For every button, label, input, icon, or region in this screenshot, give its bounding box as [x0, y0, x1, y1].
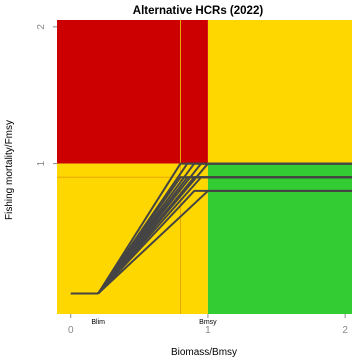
- reference-label-bmsy: Bmsy: [199, 319, 217, 326]
- y-tick-label: 1: [36, 160, 47, 166]
- x-axis-label: Biomass/Bmsy: [171, 347, 237, 358]
- y-axis-label: Fishing mortality/Fmsy: [4, 120, 15, 220]
- axis-ticks-layer: 0 1 2 1 2 Blim Bmsy: [36, 24, 348, 336]
- chart-title: Alternative HCRs (2022): [133, 5, 264, 17]
- zone-healthy-no-overfishing: [207, 163, 352, 314]
- zone-healthy-overfishing: [207, 20, 352, 164]
- hcr-series-line-11: [97, 189, 352, 295]
- x-tick-label: 2: [342, 325, 348, 336]
- zone-overfished-overfishing: [57, 20, 208, 164]
- hcr-lines-layer: [70, 162, 352, 295]
- zones-layer: [57, 20, 352, 314]
- hcr-series-line-9: [97, 176, 352, 295]
- reference-label-blim: Blim: [91, 319, 105, 326]
- x-tick-label: 1: [205, 325, 211, 336]
- x-tick-label: 0: [68, 325, 74, 336]
- y-tick-label: 2: [36, 24, 47, 30]
